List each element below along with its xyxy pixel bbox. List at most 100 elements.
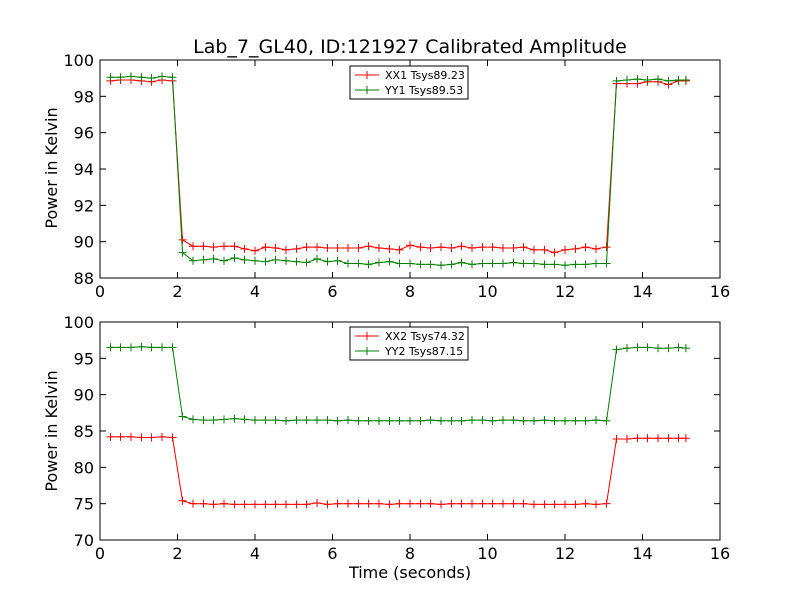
bottom-x-tick-label: 0 (95, 544, 105, 563)
top-series-2-point (261, 257, 270, 266)
bottom-series-2-point (240, 415, 249, 424)
top-series-1-point (230, 242, 239, 251)
bottom-series-1-point (674, 434, 683, 443)
bottom-series-1-point (654, 434, 662, 443)
top-series-1-point (499, 244, 507, 253)
bottom-series-1-point (230, 500, 239, 509)
bottom-series-1-point (137, 433, 146, 442)
bottom-series-1-point (116, 432, 125, 441)
top-series-2-point (550, 260, 559, 269)
top-y-tick-label: 96 (74, 124, 94, 143)
bottom-y-tick-label: 100 (63, 313, 94, 332)
top-series-1-point (478, 243, 487, 252)
top-series-2-point (209, 254, 218, 263)
bottom-series-2-point (681, 344, 690, 353)
bottom-series-2-point (437, 416, 445, 425)
bottom-series-1-point (333, 499, 342, 508)
top-legend-marker (363, 86, 371, 94)
bottom-series-1-point (612, 434, 621, 443)
top-series-2-point (416, 260, 425, 269)
bottom-series-1-point (282, 500, 290, 509)
top-series-2-point (643, 75, 652, 84)
bottom-series-1-point (468, 499, 476, 508)
top-series-2-point (230, 254, 239, 263)
bottom-series-2-point (592, 416, 600, 425)
top-series-2-point (540, 260, 549, 269)
bottom-series-1-point (375, 499, 383, 508)
top-series-1-point (447, 244, 456, 253)
bottom-series-2-point (488, 416, 497, 425)
top-series-1-point (313, 243, 321, 252)
bottom-series-2-point (261, 416, 270, 425)
bottom-series-1-point (240, 500, 249, 509)
top-series-2-point (137, 73, 146, 82)
bottom-series-2-point (633, 343, 642, 352)
top-series-2-point (168, 73, 177, 82)
top-series-1-point (592, 244, 600, 253)
bottom-series-1-point (313, 498, 321, 507)
bottom-series-2-point (664, 344, 673, 353)
bottom-legend-box (349, 326, 469, 361)
top-series-2-point (199, 255, 208, 264)
bottom-series-1-point (581, 499, 590, 508)
top-series-1-point (292, 244, 301, 253)
bottom-series-1-point (571, 500, 580, 509)
top-series-2-point (127, 72, 135, 81)
bottom-series-2-point (385, 416, 394, 425)
top-series-2-point (323, 257, 332, 266)
bottom-series-2-point (654, 344, 662, 353)
top-series-2-point (354, 259, 363, 268)
bottom-series-2-point (674, 343, 683, 352)
bottom-series-2-point (478, 416, 487, 425)
top-series-2-point (457, 258, 466, 267)
bottom-series-1-point (623, 434, 631, 443)
top-series-1-point (178, 235, 187, 244)
top-x-tick-label: 2 (172, 282, 182, 301)
bottom-series-1-point (292, 500, 301, 509)
bottom-legend: XX2 Tsys74.32 YY2 Tsys87.15 (349, 326, 469, 361)
bottom-series-2-point (282, 416, 290, 425)
top-x-tick-label: 8 (405, 282, 415, 301)
bottom-series-1-point (550, 500, 559, 509)
bottom-series-2-point (178, 412, 187, 421)
top-series-2-point (571, 260, 580, 269)
top-series-1-point (199, 242, 208, 251)
bottom-legend-label: YY2 Tsys87.15 (384, 345, 463, 358)
top-series-1-point (220, 242, 228, 251)
top-series-2-point (509, 258, 518, 267)
top-series-2-point (447, 260, 456, 269)
top-series-2-point (612, 76, 621, 85)
x-axis-label: Time (seconds) (348, 563, 471, 582)
bottom-series-2-point (271, 416, 280, 425)
top-series-2-point (375, 258, 383, 267)
top-x-tick-label: 10 (477, 282, 497, 301)
top-series-1-point (323, 244, 332, 253)
top-series-2-point (664, 76, 673, 85)
bottom-series-2-point (251, 416, 259, 425)
bottom-series-1-point (592, 500, 600, 509)
bottom-series-1-point (509, 499, 518, 508)
top-series-1-point (354, 244, 363, 253)
bottom-x-tick-label: 2 (172, 544, 182, 563)
bottom-series-1-point (364, 499, 373, 508)
bottom-x-tick-label: 8 (405, 544, 415, 563)
top-series-1-point (302, 243, 311, 252)
top-series-1-point (550, 248, 559, 257)
top-series-2-point (364, 260, 373, 269)
bottom-series-2-point (158, 343, 166, 352)
top-series-1-point (519, 243, 528, 252)
top-x-tick-label: 4 (250, 282, 260, 301)
bottom-series-2-point (426, 416, 435, 425)
bottom-series-2-point (354, 416, 363, 425)
bottom-series-2-point (561, 416, 569, 425)
top-series-2-point (282, 256, 290, 265)
top-series-2-point (116, 73, 125, 82)
bottom-series-2-point (530, 416, 538, 425)
bottom-series-1-point (147, 433, 156, 442)
bottom-series-2-point (571, 416, 580, 425)
bottom-series-1-point (344, 499, 352, 508)
top-series-1-point (488, 243, 497, 252)
bottom-series-1-point (447, 499, 456, 508)
top-series-1-point (364, 242, 373, 251)
